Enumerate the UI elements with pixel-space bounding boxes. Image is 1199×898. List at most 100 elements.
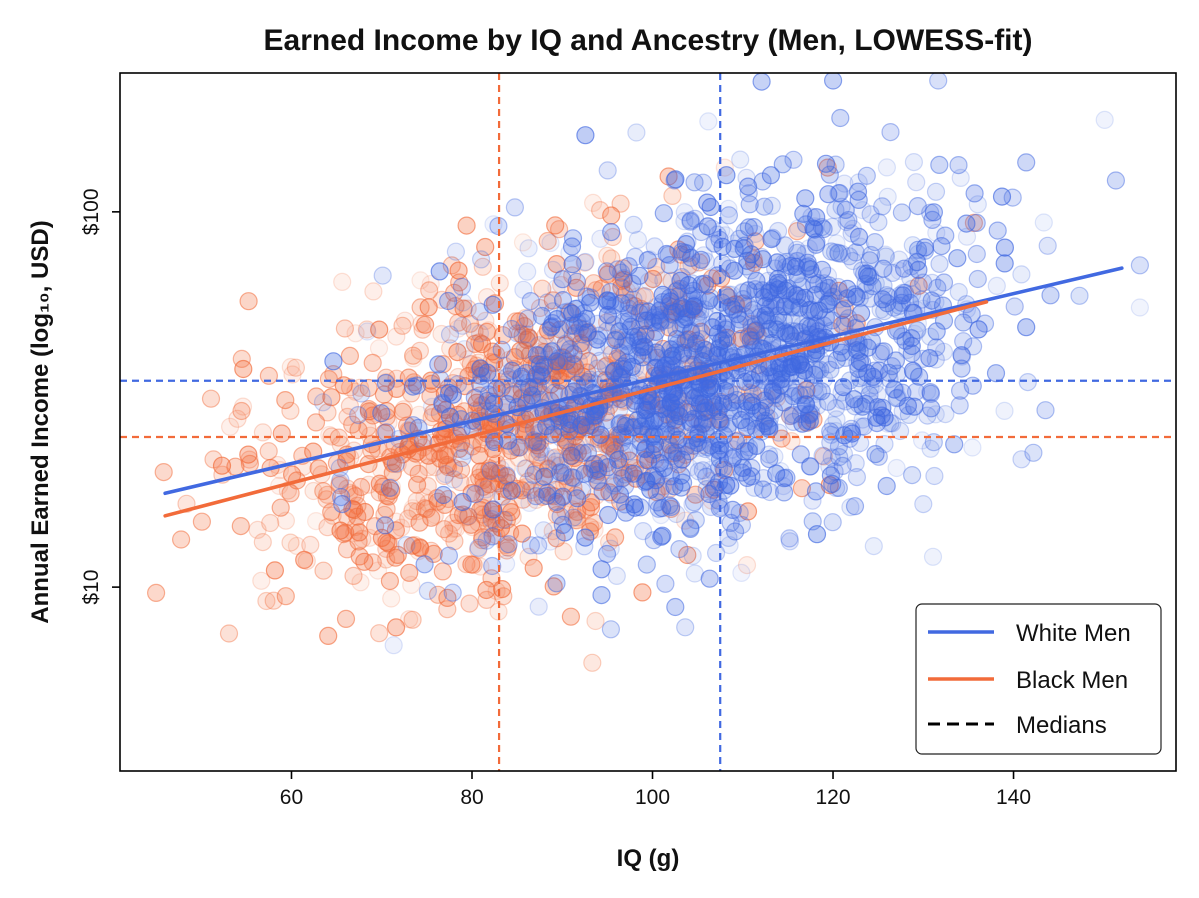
scatter-point — [613, 357, 632, 376]
scatter-point — [201, 389, 221, 408]
scatter-point — [890, 286, 909, 305]
scatter-point — [581, 518, 600, 537]
scatter-point — [923, 547, 943, 566]
scatter-point — [492, 340, 511, 359]
scatter-point — [666, 417, 685, 436]
scatter-point — [264, 591, 283, 610]
scatter-point — [784, 387, 803, 406]
scatter-point — [628, 411, 647, 430]
scatter-point — [234, 359, 253, 379]
scatter-point — [812, 382, 831, 401]
scatter-point — [349, 532, 368, 551]
scatter-point — [557, 352, 576, 371]
scatter-point — [408, 502, 427, 521]
scatter-point — [619, 257, 638, 276]
scatter-point — [699, 112, 718, 131]
scatter-point — [915, 241, 935, 260]
scatter-point — [431, 370, 450, 389]
scatter-point — [451, 473, 470, 492]
scatter-point — [730, 503, 749, 523]
scatter-point — [346, 382, 365, 401]
scatter-point — [890, 421, 910, 441]
scatter-point — [995, 401, 1014, 420]
scatter-point — [572, 341, 591, 360]
scatter-point — [841, 498, 860, 517]
scatter-point — [860, 251, 879, 270]
scatter-point — [650, 454, 670, 473]
scatter-point — [782, 297, 801, 316]
scatter-point — [573, 325, 593, 344]
scatter-point — [458, 299, 477, 318]
scatter-point — [845, 497, 865, 516]
scatter-point — [387, 618, 406, 637]
scatter-point — [806, 314, 826, 333]
scatter-point — [833, 301, 852, 320]
scatter-point — [698, 217, 717, 236]
scatter-point — [739, 281, 758, 300]
scatter-point — [821, 422, 840, 441]
scatter-point — [824, 73, 843, 90]
scatter-point — [861, 245, 881, 265]
scatter-point — [775, 322, 794, 341]
scatter-point — [893, 286, 913, 305]
scatter-point — [801, 457, 820, 476]
scatter-point — [826, 200, 845, 220]
scatter-point — [746, 283, 765, 302]
scatter-point — [932, 237, 951, 256]
scatter-point — [452, 460, 471, 479]
scatter-point — [568, 489, 587, 508]
scatter-point — [840, 247, 859, 266]
scatter-point — [709, 441, 728, 460]
scatter-point — [558, 433, 577, 452]
scatter-point — [547, 452, 566, 471]
scatter-point — [561, 443, 580, 462]
scatter-point — [567, 272, 586, 291]
scatter-point — [661, 464, 680, 483]
scatter-point — [514, 280, 533, 299]
scatter-point — [847, 468, 867, 487]
scatter-point — [363, 353, 382, 372]
scatter-point — [995, 238, 1015, 257]
scatter-point — [988, 221, 1007, 240]
scatter-point — [448, 343, 467, 362]
scatter-point — [672, 450, 692, 469]
scatter-point — [868, 385, 887, 404]
scatter-point — [626, 247, 645, 266]
scatter-point — [349, 406, 368, 425]
scatter-point — [526, 462, 545, 481]
scatter-point — [821, 425, 841, 444]
scatter-point — [788, 251, 807, 271]
scatter-point — [403, 610, 422, 629]
scatter-point — [559, 302, 578, 321]
scatter-point — [658, 477, 677, 496]
scatter-point — [439, 546, 458, 565]
scatter-point — [585, 520, 604, 539]
scatter-point — [800, 412, 819, 431]
scatter-point — [848, 354, 867, 373]
scatter-point — [922, 291, 941, 310]
scatter-point — [823, 513, 842, 532]
scatter-point — [746, 315, 766, 334]
scatter-point — [601, 539, 620, 558]
scatter-point — [606, 331, 625, 350]
scatter-point — [212, 456, 232, 475]
scatter-point — [602, 223, 621, 242]
scatter-point — [402, 575, 421, 595]
scatter-point — [873, 197, 892, 216]
scatter-point — [786, 383, 805, 402]
scatter-point — [818, 266, 838, 285]
scatter-point — [599, 533, 619, 552]
scatter-point — [792, 277, 812, 296]
scatter-point — [533, 279, 552, 298]
scatter-point — [846, 243, 865, 262]
scatter-point — [350, 378, 370, 397]
scatter-point — [683, 290, 702, 310]
scatter-point — [541, 532, 560, 551]
scatter-point — [847, 287, 866, 306]
scatter-point — [528, 436, 547, 455]
scatter-point — [382, 589, 401, 608]
scatter-point — [407, 492, 426, 511]
scatter-point — [430, 262, 449, 281]
scatter-point — [761, 166, 781, 185]
scatter-point — [440, 383, 459, 403]
